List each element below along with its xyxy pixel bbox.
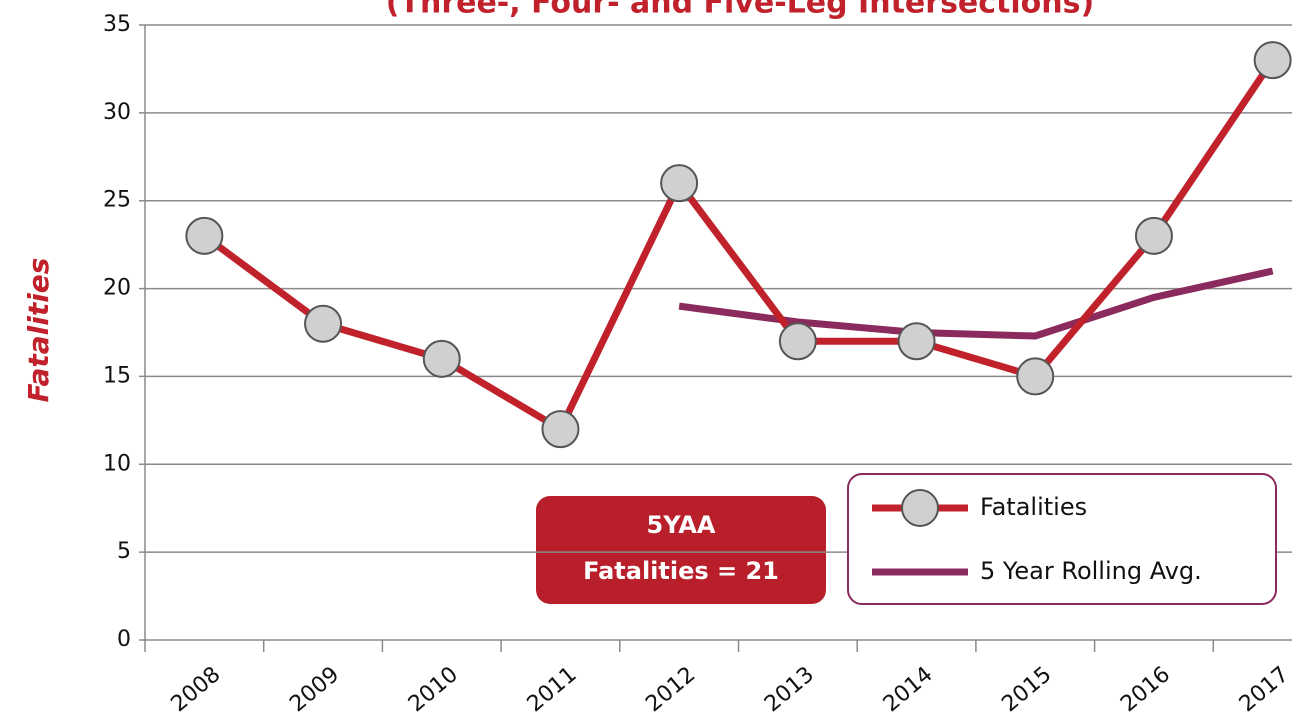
x-tick-label: 2008 (167, 662, 226, 717)
point (778, 322, 817, 361)
x-tick-label: 2011 (523, 662, 582, 717)
x-tick-label: 2016 (1116, 662, 1175, 717)
point (422, 339, 461, 378)
annotation-box (536, 496, 826, 604)
y-tick-label: 5 (117, 539, 131, 564)
x-tick-label: 2012 (641, 662, 700, 717)
annotation: 5YAA (647, 511, 716, 539)
point (897, 322, 936, 361)
point (304, 304, 343, 343)
point (1253, 41, 1292, 80)
x-tick-label: 2010 (404, 662, 463, 717)
point (1134, 216, 1173, 255)
y-tick-label: 35 (103, 12, 131, 37)
x-tick-label: 2009 (285, 662, 344, 717)
y-tick-label: 10 (103, 451, 131, 476)
legend-label: Fatalities (980, 493, 1087, 521)
series-line (202, 58, 1276, 433)
point (660, 164, 699, 203)
legend-marker (901, 489, 939, 527)
x-tick-label: 2014 (879, 662, 938, 717)
grid (139, 24, 1292, 641)
point (185, 216, 224, 255)
point (541, 410, 580, 449)
y-tick-label: 15 (103, 363, 131, 388)
x-tick-label: 2015 (997, 662, 1056, 717)
legend-label: 5 Year Rolling Avg. (980, 557, 1202, 585)
y-tick-label: 30 (103, 100, 131, 125)
y-tick-label: 20 (103, 276, 131, 301)
y-axis-label: Fatalities (22, 258, 55, 403)
x-tick-label: 2017 (1235, 662, 1294, 717)
y-tick-label: 25 (103, 188, 131, 213)
y-tick-label: 0 (117, 627, 131, 652)
point (1016, 357, 1055, 396)
x-tick-label: 2013 (760, 662, 819, 717)
annotation: Fatalities = 21 (583, 557, 779, 585)
chart-title: (Three-, Four- and Five-Leg Intersection… (386, 0, 1094, 21)
